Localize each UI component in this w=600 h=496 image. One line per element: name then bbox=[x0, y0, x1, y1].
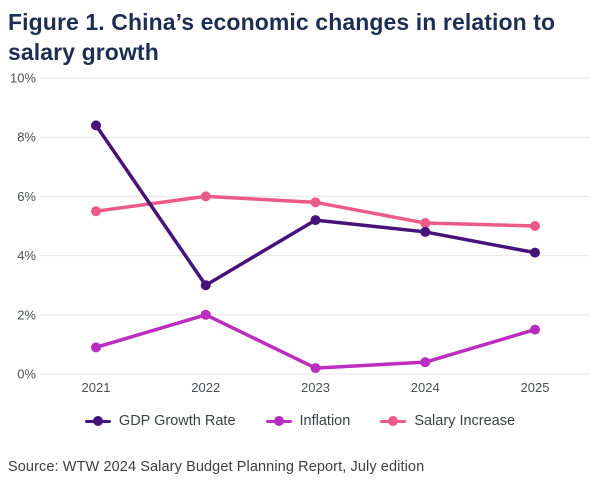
inflation-line-marker-icon bbox=[265, 416, 292, 427]
legend-item-gdp-growth-rate: GDP Growth Rate bbox=[84, 413, 236, 429]
legend-item-inflation: Inflation bbox=[265, 413, 351, 429]
x-axis-tick-label: 2022 bbox=[191, 380, 220, 395]
y-axis-tick-label: 4% bbox=[17, 248, 36, 263]
data-point-salary-increase-2024 bbox=[420, 218, 431, 229]
plot-area: 0% 2% 4% 6% 8% 10% 2021 2022 2023 2024 2025 bbox=[0, 70, 600, 400]
data-point-salary-increase-2022 bbox=[200, 191, 211, 202]
data-point-inflation-2024 bbox=[420, 357, 431, 368]
data-point-inflation-2022 bbox=[200, 309, 211, 320]
data-point-inflation-2021 bbox=[91, 342, 101, 353]
legend-label-salary-increase: Salary Increase bbox=[414, 413, 516, 429]
y-axis-tick-label: 8% bbox=[17, 130, 36, 145]
y-axis-tick-label: 10% bbox=[10, 71, 36, 86]
legend-label-gdp-growth-rate: GDP Growth Rate bbox=[118, 413, 236, 429]
x-axis-tick-label: 2025 bbox=[521, 380, 550, 395]
data-point-gdp-growth-rate-2021 bbox=[91, 120, 101, 131]
data-point-salary-increase-2025 bbox=[530, 221, 540, 231]
y-axis-tick-label: 0% bbox=[17, 367, 36, 382]
data-point-gdp-growth-rate-2022 bbox=[200, 280, 211, 291]
data-point-inflation-2023 bbox=[310, 363, 321, 374]
series-line-inflation bbox=[94, 313, 537, 370]
x-axis-tick-label: 2023 bbox=[301, 380, 330, 395]
data-point-gdp-growth-rate-2025 bbox=[530, 247, 540, 258]
legend-label-inflation: Inflation bbox=[299, 413, 351, 429]
gdp-line-marker-icon bbox=[84, 416, 111, 427]
chart-title: Figure 1. China’s economic changes in re… bbox=[8, 9, 556, 65]
salary-line-marker-icon bbox=[380, 416, 407, 427]
data-point-gdp-growth-rate-2023 bbox=[310, 215, 321, 226]
data-point-salary-increase-2021 bbox=[91, 206, 101, 217]
source-caption: Source: WTW 2024 Salary Budget Planning … bbox=[8, 459, 425, 475]
data-point-gdp-growth-rate-2024 bbox=[420, 226, 431, 237]
data-point-inflation-2025 bbox=[530, 324, 540, 335]
legend-item-salary-increase: Salary Increase bbox=[380, 413, 515, 429]
y-axis-tick-label: 2% bbox=[17, 307, 36, 322]
data-point-salary-increase-2023 bbox=[310, 197, 321, 208]
line-chart: 0% 2% 4% 6% 8% 10% 2021 2022 2023 2024 2025 bbox=[10, 71, 590, 395]
x-axis-tick-label: 2024 bbox=[411, 380, 440, 395]
x-axis-tick-label: 2021 bbox=[82, 380, 111, 395]
y-axis-tick-label: 6% bbox=[17, 189, 36, 204]
chart-legend: GDP Growth Rate Inflation Salary Increas… bbox=[0, 413, 600, 429]
